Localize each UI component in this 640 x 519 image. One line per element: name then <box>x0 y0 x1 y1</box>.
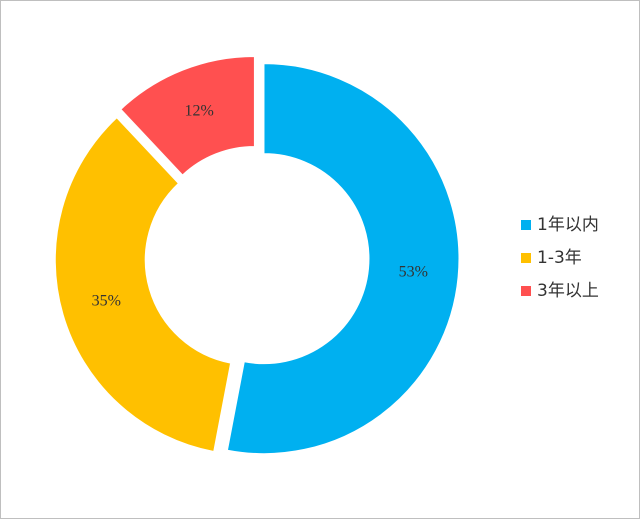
legend-label: 1年以内 <box>537 215 599 235</box>
slice <box>120 55 255 176</box>
data-label: 12% <box>185 103 214 120</box>
slice <box>226 63 460 455</box>
data-label: 35% <box>92 292 121 309</box>
data-label: 53% <box>399 263 428 280</box>
legend-swatch <box>521 253 531 263</box>
legend-label: 1-3年 <box>537 248 582 268</box>
legend-swatch <box>521 286 531 296</box>
legend-swatch <box>521 220 531 230</box>
slice <box>54 117 232 453</box>
legend-label: 3年以上 <box>537 281 599 301</box>
